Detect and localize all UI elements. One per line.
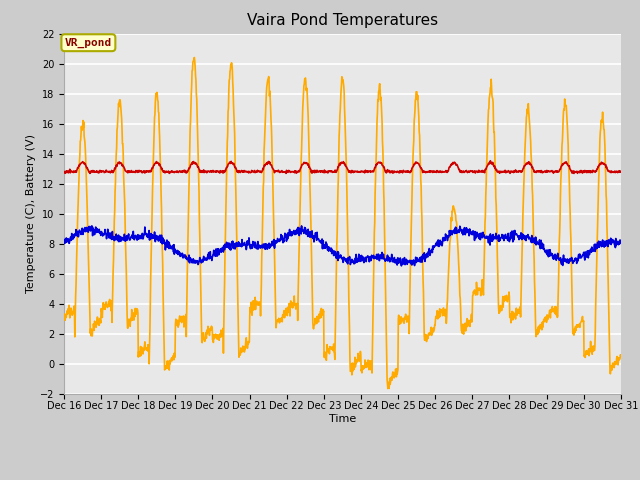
X-axis label: Time: Time bbox=[329, 414, 356, 424]
Title: Vaira Pond Temperatures: Vaira Pond Temperatures bbox=[247, 13, 438, 28]
Y-axis label: Temperature (C), Battery (V): Temperature (C), Battery (V) bbox=[26, 134, 36, 293]
Text: VR_pond: VR_pond bbox=[65, 37, 112, 48]
Legend: Water_temp, PanelT_pond, BattV_pond: Water_temp, PanelT_pond, BattV_pond bbox=[168, 476, 516, 480]
